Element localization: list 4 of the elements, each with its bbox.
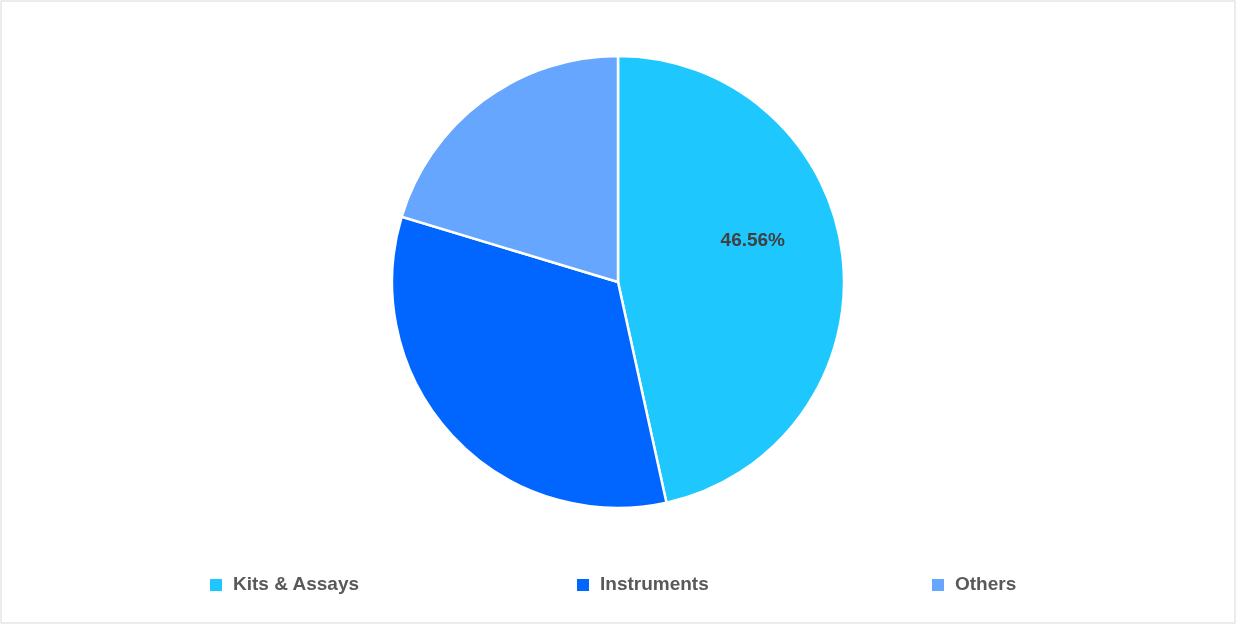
- legend-label: Kits & Assays: [233, 573, 360, 595]
- data-label: 46.56%: [720, 229, 786, 251]
- legend-label: Instruments: [600, 573, 709, 595]
- legend-label: Others: [955, 573, 1017, 595]
